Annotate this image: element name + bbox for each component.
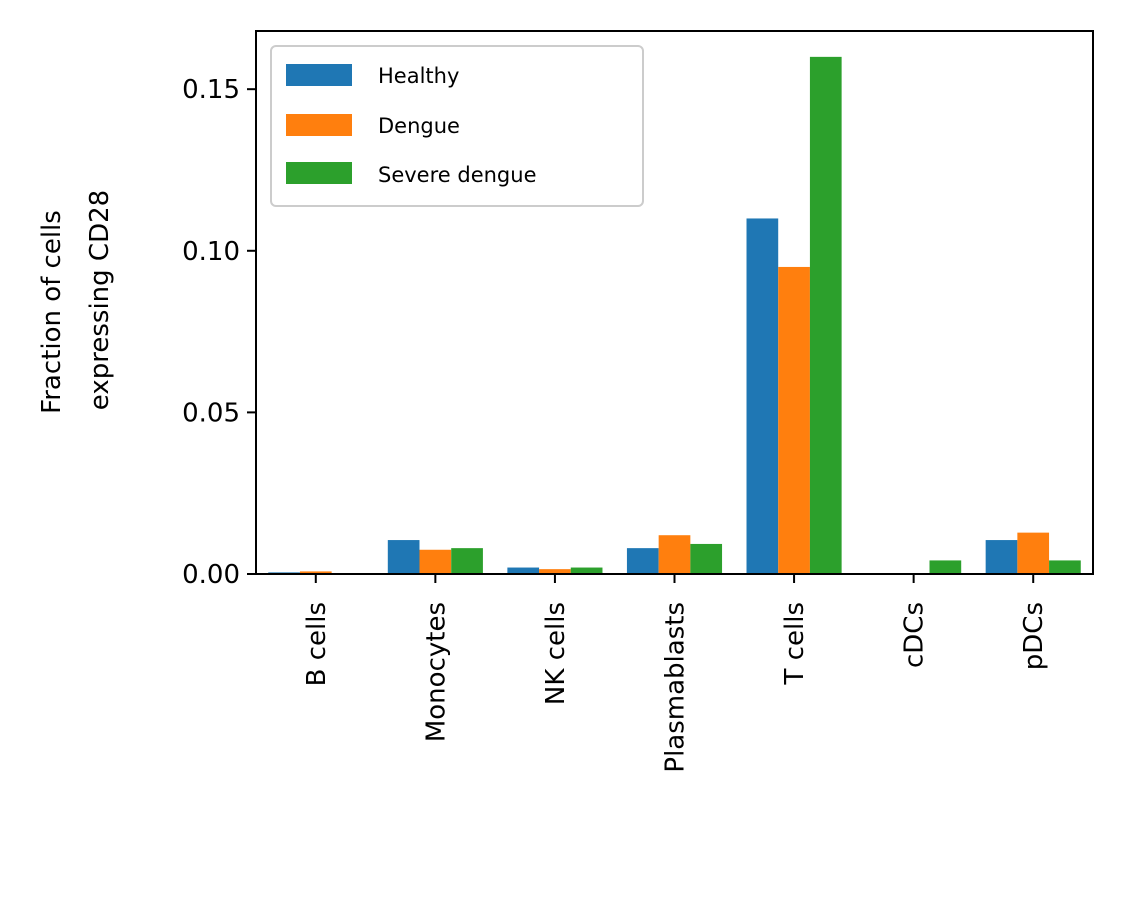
x-axis: B cells Monocytes NK cells Plasmablasts T ce…: [302, 574, 1049, 773]
bar-dengue-t-cells: [778, 266, 810, 574]
legend-label-severe-dengue: Severe dengue: [378, 163, 536, 187]
bar-healthy-monocytes: [387, 540, 420, 574]
y-axis: 0.00 0.05 0.10 0.15: [182, 75, 256, 590]
y-tick-label: 0.15: [182, 75, 240, 105]
legend-frame: [270, 45, 644, 207]
y-tick-label: 0.05: [182, 398, 240, 428]
x-tick-label-b-cells: B cells: [302, 602, 332, 686]
legend-swatch-dengue: [286, 114, 352, 136]
bars-group: [268, 56, 1081, 575]
bar-severe-dengue-monocytes: [451, 548, 483, 574]
bar-severe-dengue-cdcs: [929, 560, 962, 574]
x-tick-label-plasmablasts: Plasmablasts: [661, 602, 691, 773]
x-tick-label-pdcs: pDCs: [1019, 602, 1049, 670]
x-tick-label-nk-cells: NK cells: [541, 602, 571, 705]
bar-severe-dengue-plasmablasts: [690, 543, 723, 574]
x-tick-label-monocytes: Monocytes: [421, 602, 451, 742]
bar-dengue-nk-cells: [539, 569, 571, 574]
legend: Healthy Dengue Severe dengue: [270, 45, 644, 207]
bar-healthy-t-cells: [746, 218, 779, 574]
bar-dengue-monocytes: [419, 549, 452, 574]
y-tick-label: 0.10: [182, 237, 240, 267]
bar-severe-dengue-pdcs: [1049, 560, 1081, 574]
y-tick-label: 0.00: [182, 560, 240, 590]
bar-dengue-plasmablasts: [658, 535, 691, 574]
legend-swatch-severe-dengue: [286, 162, 352, 184]
x-tick-label-cdcs: cDCs: [900, 602, 930, 668]
legend-swatch-healthy: [286, 64, 352, 86]
bar-dengue-b-cells: [299, 571, 332, 574]
legend-label-dengue: Dengue: [378, 114, 460, 138]
y-axis-label-line-1: Fraction of cells: [37, 210, 67, 414]
y-axis-label-line-2: expressing CD28: [85, 190, 115, 410]
bar-healthy-plasmablasts: [626, 548, 659, 574]
bar-dengue-pdcs: [1017, 532, 1050, 574]
x-tick-label-t-cells: T cells: [780, 602, 810, 685]
bar-healthy-pdcs: [985, 540, 1018, 574]
bar-healthy-nk-cells: [507, 567, 540, 574]
legend-label-healthy: Healthy: [378, 64, 459, 88]
bar-severe-dengue-nk-cells: [570, 567, 603, 574]
bar-severe-dengue-t-cells: [809, 56, 842, 575]
